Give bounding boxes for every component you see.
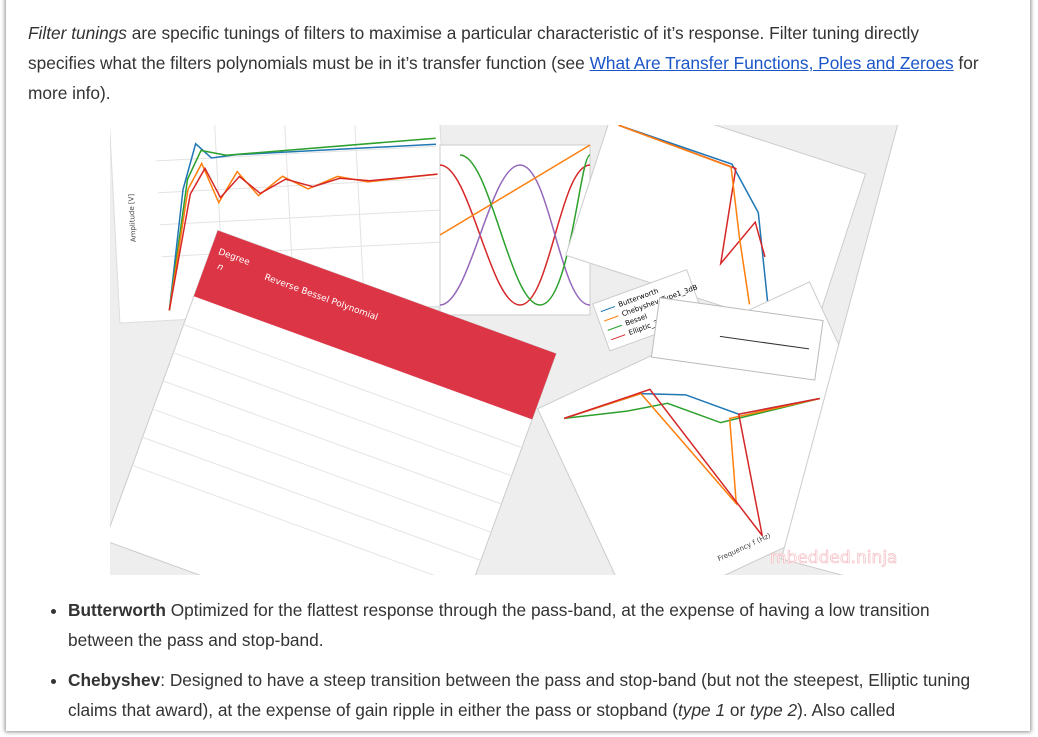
list-item: Chebyshev: Designed to have a steep tran… bbox=[68, 665, 998, 725]
text: ). Also called bbox=[797, 700, 896, 720]
emphasis: type 2 bbox=[750, 700, 798, 720]
list-item: Butterworth Optimized for the flattest r… bbox=[68, 595, 998, 655]
bessel-table: Degree n Reverse Bessel Polynomial bbox=[110, 229, 557, 575]
equations-page bbox=[780, 125, 911, 575]
article: Filter tunings are specific tunings of f… bbox=[6, 0, 1030, 731]
formula-card bbox=[650, 297, 824, 381]
watermark: mbedded.ninja bbox=[770, 548, 897, 568]
term: Butterworth bbox=[68, 600, 166, 620]
text: : Designed to have a steep transition be… bbox=[68, 670, 971, 720]
table-header: n bbox=[216, 262, 225, 273]
text: or bbox=[725, 700, 751, 720]
intro-paragraph: Filter tunings are specific tunings of f… bbox=[28, 18, 988, 108]
step-response-plot: Amplitude [V] bbox=[110, 125, 450, 324]
text: Optimized for the flattest response thro… bbox=[68, 600, 930, 650]
term: Chebyshev bbox=[68, 670, 161, 690]
term: Filter tunings bbox=[28, 23, 127, 43]
emphasis: type 1 bbox=[678, 700, 726, 720]
text: for more info). bbox=[28, 53, 979, 103]
link[interactable]: What Are Transfer Functions, Poles and Z… bbox=[589, 53, 954, 73]
axis-label: Amplitude [V] bbox=[127, 193, 138, 242]
figure-collage: Amplitude [V] Degree n Reverse Bessel Po… bbox=[110, 125, 911, 575]
sine-plot bbox=[439, 144, 591, 316]
text: are specific tunings of filters to maxim… bbox=[28, 23, 919, 73]
tuning-list: Butterworth Optimized for the flattest r… bbox=[28, 595, 998, 731]
